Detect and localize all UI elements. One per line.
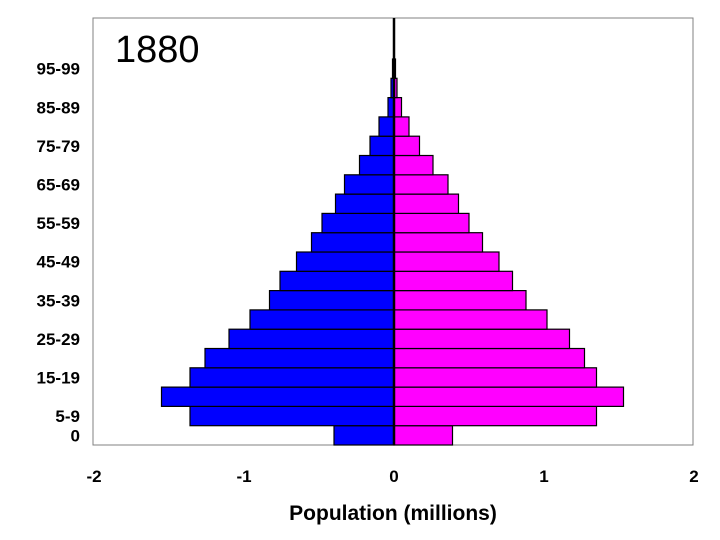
- chart-title: 1880: [115, 29, 200, 71]
- female-bar-70-74: [393, 154, 434, 176]
- female-bar-75-79: [393, 135, 421, 157]
- y-tick-labels: 05-9 15-19 25-29 35-39 45-49 55-59 65-69 75-79 8…: [37, 60, 80, 446]
- x-axis-title: Population (millions): [289, 502, 497, 525]
- male-bar-20-24: [204, 347, 395, 369]
- female-bar-65-69: [393, 174, 449, 195]
- y-tick-label: 45-49: [37, 253, 80, 272]
- male-bar-55-59: [321, 212, 395, 234]
- male-bar-65-69: [343, 174, 395, 195]
- male-bar-70-74: [358, 154, 395, 176]
- male-bar-60-64: [334, 193, 395, 215]
- male-bar-50-54: [310, 232, 395, 253]
- female-bar-40-44: [393, 270, 514, 292]
- female-bar-15-19: [393, 367, 598, 388]
- x-tick-label: -2: [86, 467, 101, 486]
- y-tick-label: 65-69: [37, 175, 80, 194]
- male-bar-0: [333, 425, 395, 446]
- male-bar-45-49: [295, 251, 395, 272]
- x-tick-label: 2: [689, 467, 698, 486]
- male-bar-25-29: [228, 328, 395, 350]
- y-tick-label: 25-29: [37, 330, 80, 349]
- female-bar-60-64: [393, 193, 460, 215]
- y-tick-label: 85-89: [37, 98, 80, 117]
- male-bar-30-34: [249, 309, 395, 330]
- female-bar-25-29: [393, 328, 571, 350]
- female-bar-50-54: [393, 232, 484, 253]
- female-bar-35-39: [393, 290, 527, 311]
- female-bar-30-34: [393, 309, 548, 330]
- female-bar-55-59: [393, 212, 470, 234]
- y-tick-label: 0: [71, 426, 80, 445]
- female-bar-5-9: [393, 405, 598, 427]
- male-bar-5-9: [189, 405, 395, 427]
- male-bar-15-19: [189, 367, 395, 388]
- male-bar-80-84: [378, 116, 395, 137]
- female-bar-80-84: [393, 116, 410, 137]
- y-tick-label: 55-59: [37, 214, 80, 233]
- y-tick-label: 75-79: [37, 137, 80, 156]
- y-tick-label: 15-19: [37, 368, 80, 387]
- male-bar-35-39: [268, 290, 395, 311]
- x-tick-label: 1: [539, 467, 548, 486]
- female-bar-0: [393, 425, 454, 446]
- x-tick-label: -1: [236, 467, 251, 486]
- female-bar-20-24: [393, 347, 586, 369]
- x-tick-label: 0: [389, 467, 398, 486]
- female-bar-10-14: [393, 386, 625, 408]
- y-tick-label: 5-9: [55, 407, 80, 426]
- x-tick-labels: -2 -1 0 1 2: [86, 467, 698, 486]
- male-bar-40-44: [279, 270, 395, 292]
- male-bar-75-79: [369, 135, 395, 157]
- bars-group: [160, 18, 625, 446]
- female-bar-45-49: [393, 251, 500, 272]
- y-tick-label: 95-99: [37, 60, 80, 79]
- y-tick-label: 35-39: [37, 291, 80, 310]
- male-bar-10-14: [160, 386, 395, 408]
